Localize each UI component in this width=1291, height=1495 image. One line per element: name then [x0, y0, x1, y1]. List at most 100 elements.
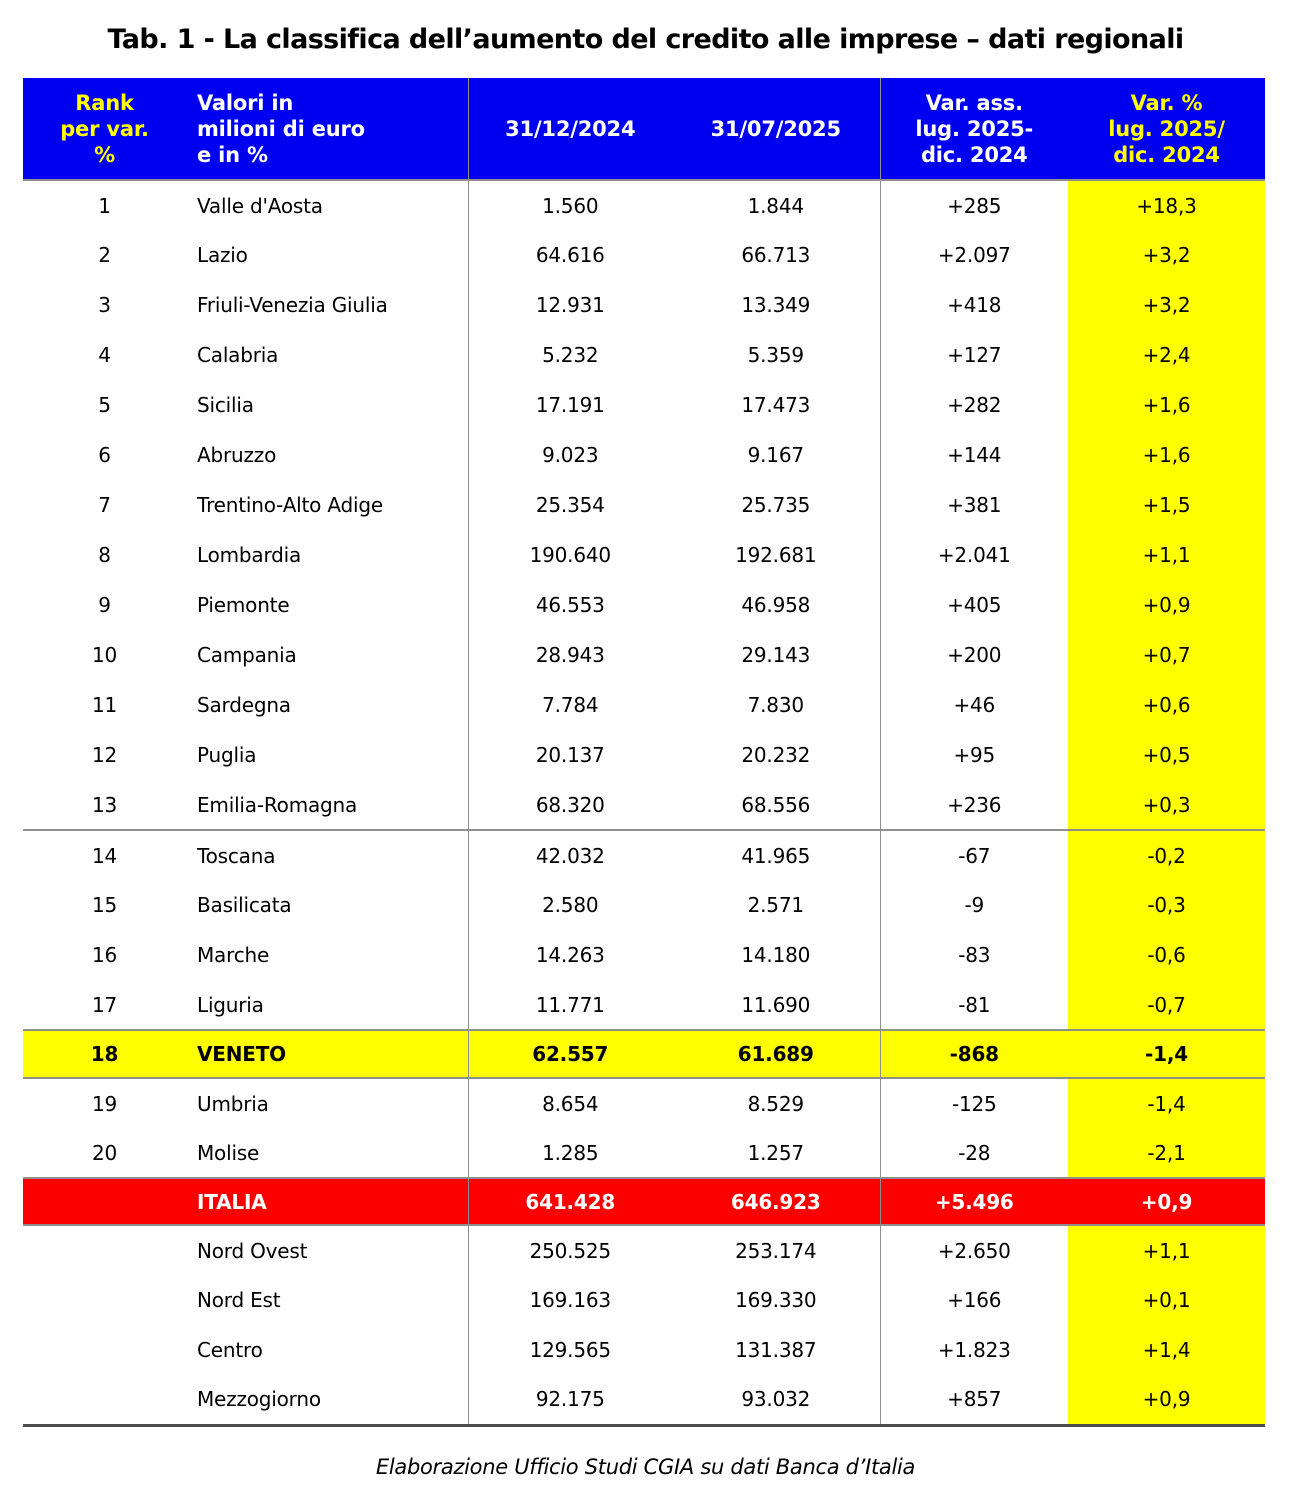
- value-31-12-2024-cell: 641.428: [467, 1177, 672, 1226]
- var-pct-cell: +0,1: [1068, 1275, 1265, 1325]
- var-abs-cell: +166: [879, 1275, 1068, 1325]
- region-cell: ITALIA: [186, 1177, 468, 1226]
- var-abs-cell: -28: [879, 1128, 1068, 1178]
- value-31-12-2024-cell: 1.560: [467, 180, 672, 230]
- value-31-07-2025-cell: 646.923: [672, 1177, 880, 1226]
- var-pct-cell: +0,9: [1068, 1177, 1265, 1226]
- value-31-12-2024-cell: 2.580: [467, 880, 672, 930]
- value-31-12-2024-cell: 12.931: [467, 280, 672, 330]
- value-31-07-2025-cell: 8.529: [672, 1077, 880, 1128]
- col-header-values: Valori in milioni di euro e in %: [186, 78, 468, 181]
- table-row: 4 Calabria 5.232 5.359 +127 +2,4: [23, 330, 1265, 380]
- table-row: 15 Basilicata 2.580 2.571 -9 -0,3: [23, 880, 1265, 930]
- value-31-12-2024-cell: 5.232: [467, 330, 672, 380]
- table-row: 8 Lombardia 190.640 192.681 +2.041 +1,1: [23, 530, 1265, 580]
- var-pct-cell: +2,4: [1068, 330, 1265, 380]
- region-cell: Nord Est: [197, 1288, 281, 1312]
- col-header-date-jul-2025: 31/07/2025: [672, 78, 880, 181]
- credit-ranking-table: Rank per var. % Valori in milioni di eur…: [23, 78, 1265, 1427]
- var-pct-cell: +0,9: [1068, 580, 1265, 630]
- rank-cell: 20: [91, 1140, 118, 1165]
- var-pct-cell: -0,2: [1068, 829, 1265, 880]
- rank-cell: 6: [98, 443, 111, 467]
- var-pct-cell: +0,3: [1068, 780, 1265, 830]
- region-cell: Centro: [197, 1338, 263, 1362]
- var-abs-cell: -67: [879, 829, 1068, 880]
- var-abs-cell: -868: [879, 1029, 1068, 1079]
- table-row: 19 Umbria 8.654 8.529 -125 -1,4: [23, 1077, 1265, 1128]
- table-row: Centro 129.565 131.387 +1.823 +1,4: [23, 1325, 1265, 1375]
- value-31-07-2025-cell: 29.143: [741, 643, 811, 667]
- source-note: Elaborazione Ufficio Studi CGIA su dati …: [375, 1454, 916, 1479]
- value-31-07-2025-cell: 41.965: [672, 829, 880, 880]
- rank-cell: 15: [91, 893, 118, 917]
- region-cell: Valle d'Aosta: [197, 193, 323, 218]
- value-31-12-2024-cell: 17.191: [467, 380, 672, 430]
- table-row: 10 Campania 28.943 29.143 +200 +0,7: [23, 630, 1265, 680]
- var-abs-cell: +2.097: [879, 230, 1068, 280]
- value-31-07-2025-cell: 46.958: [741, 593, 811, 617]
- rank-cell: 3: [98, 293, 111, 317]
- table-row: 14 Toscana 42.032 41.965 -67 -0,2: [23, 829, 1265, 880]
- rank-cell: [23, 1275, 186, 1325]
- value-31-07-2025-cell: 192.681: [735, 543, 817, 567]
- value-31-07-2025-cell: 9.167: [747, 443, 804, 467]
- table-row: Nord Est 169.163 169.330 +166 +0,1: [23, 1275, 1265, 1325]
- var-pct-cell: +1,4: [1068, 1325, 1265, 1375]
- table-row: 3 Friuli-Venezia Giulia 12.931 13.349 +418 +3…: [23, 280, 1265, 330]
- rank-cell: 9: [98, 593, 111, 617]
- var-abs-cell: -125: [879, 1077, 1068, 1128]
- value-31-07-2025-cell: 20.232: [741, 743, 811, 767]
- table-row: 20 Molise 1.285 1.257 -28 -2,1: [23, 1128, 1265, 1178]
- region-cell: Umbria: [186, 1077, 468, 1128]
- region-cell: Sardegna: [197, 693, 291, 717]
- rank-cell: 17: [91, 992, 118, 1017]
- value-31-12-2024-cell: 190.640: [467, 530, 672, 580]
- value-31-12-2024-cell: 8.654: [467, 1077, 672, 1128]
- var-abs-cell: +381: [879, 480, 1068, 530]
- region-cell: Marche: [197, 943, 270, 967]
- rank-cell: 8: [98, 543, 111, 567]
- rank-cell: 2: [98, 243, 111, 267]
- var-abs-cell: +144: [879, 430, 1068, 480]
- value-31-07-2025-cell: 93.032: [741, 1387, 811, 1412]
- value-31-07-2025-cell: 14.180: [741, 943, 811, 967]
- value-31-07-2025-cell: 1.257: [747, 1140, 804, 1165]
- value-31-12-2024-cell: 9.023: [467, 430, 672, 480]
- var-pct-cell: -0,3: [1068, 880, 1265, 930]
- var-pct-cell: +18,3: [1068, 180, 1265, 230]
- region-cell: Piemonte: [197, 593, 290, 617]
- value-31-07-2025-cell: 61.689: [672, 1029, 880, 1079]
- var-abs-cell: +282: [879, 380, 1068, 430]
- value-31-07-2025-cell: 7.830: [747, 693, 804, 717]
- table-row: ITALIA 641.428 646.923 +5.496 +0,9: [23, 1177, 1265, 1226]
- value-31-12-2024-cell: 92.175: [467, 1375, 672, 1425]
- rank-cell: 19: [23, 1077, 186, 1128]
- var-abs-cell: +46: [879, 680, 1068, 730]
- var-pct-cell: +3,2: [1068, 280, 1265, 330]
- value-31-12-2024-cell: 46.553: [467, 580, 672, 630]
- region-cell: Puglia: [197, 743, 257, 767]
- var-abs-cell: +857: [879, 1375, 1068, 1425]
- table-row: 12 Puglia 20.137 20.232 +95 +0,5: [23, 730, 1265, 780]
- rank-cell: 16: [91, 943, 118, 967]
- var-abs-cell: +5.496: [879, 1177, 1068, 1226]
- value-31-07-2025-cell: 13.349: [741, 293, 811, 317]
- var-abs-cell: +405: [879, 580, 1068, 630]
- region-cell: VENETO: [186, 1029, 468, 1079]
- value-31-12-2024-cell: 62.557: [467, 1029, 672, 1079]
- value-31-07-2025-cell: 2.571: [747, 893, 804, 917]
- var-pct-cell: +0,9: [1068, 1375, 1265, 1425]
- table-row: 2 Lazio 64.616 66.713 +2.097 +3,2: [23, 230, 1265, 280]
- table-row: 9 Piemonte 46.553 46.958 +405 +0,9: [23, 580, 1265, 630]
- col-header-var-pct: Var. % lug. 2025/ dic. 2024: [1068, 78, 1265, 181]
- region-cell: Sicilia: [197, 393, 254, 417]
- region-cell: Nord Ovest: [186, 1224, 468, 1275]
- var-abs-cell: +1.823: [879, 1325, 1068, 1375]
- rank-cell: 12: [91, 743, 118, 767]
- page-title: Tab. 1 - La classifica dell’aumento del …: [107, 23, 1184, 55]
- col-header-rank: Rank per var. %: [23, 78, 186, 181]
- region-cell: Lazio: [197, 243, 248, 267]
- var-abs-cell: -83: [879, 930, 1068, 980]
